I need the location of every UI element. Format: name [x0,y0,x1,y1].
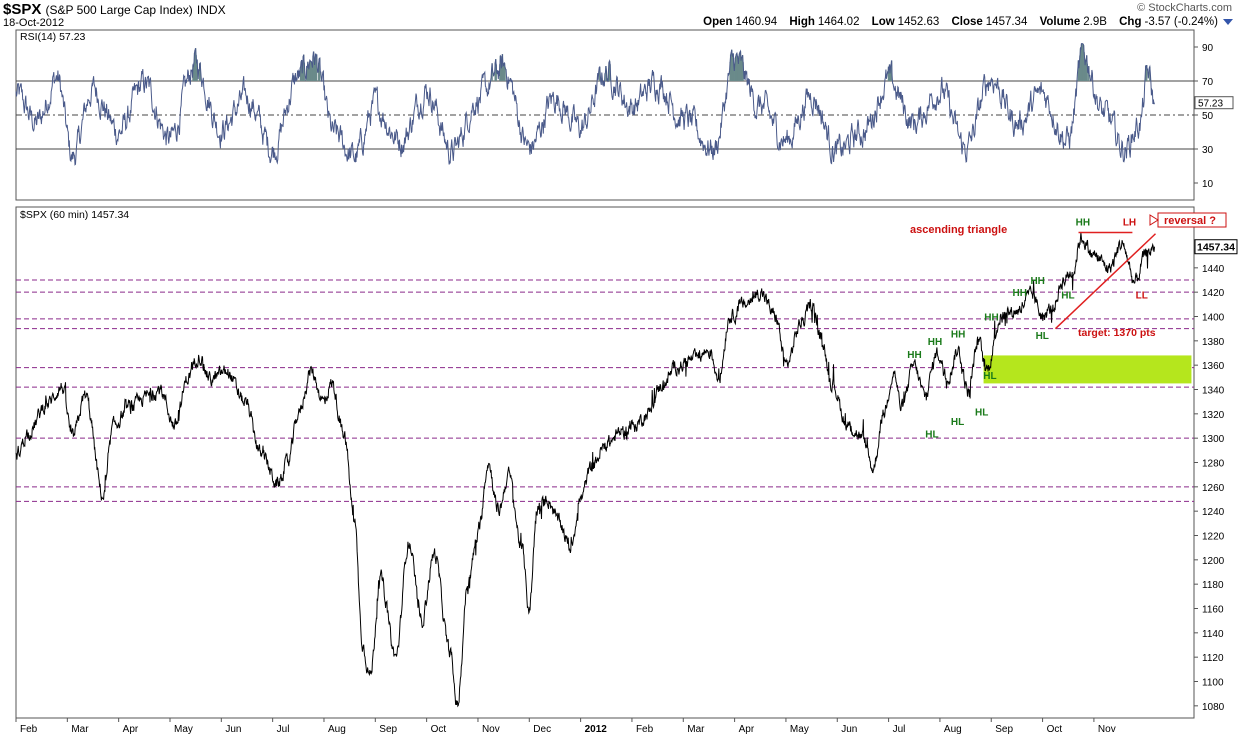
rsi-tick-label: 70 [1202,77,1214,88]
volume-value: 2.9B [1083,16,1107,28]
price-tick-label: 1320 [1202,410,1225,421]
reversal-arrow [1149,214,1159,226]
x-tick-label: Sep [995,724,1013,735]
rsi-line [15,43,1155,166]
price-tick-label: 1140 [1202,629,1224,640]
swing-label-hh: HH [1030,276,1044,287]
swing-label-hl: HL [951,417,964,428]
swing-label-hh: HH [1012,288,1026,299]
price-tick-label: 1180 [1202,580,1224,591]
rsi-tick-label: 30 [1202,145,1214,156]
price-tick-label: 1080 [1202,702,1225,713]
price-tick-label: 1200 [1202,556,1225,567]
target-label: target: 1370 pts [1078,327,1156,339]
low-value: 1452.63 [897,16,940,28]
price-tick-label: 1340 [1202,386,1225,397]
rsi-title: RSI(14) 57.23 [20,31,86,43]
x-tick-label: Aug [328,724,346,735]
exchange: INDX [196,3,226,17]
close-label: Close [951,16,983,28]
swing-label-hh: HH [951,330,965,341]
price-last-value: 1457.34 [1197,242,1235,254]
x-tick-label: Jun [841,724,857,735]
rsi-last-value-box [1194,96,1234,110]
quote-bar: Open 1460.94 High 1464.02 Low 1452.63 Close… [703,16,1218,28]
reversal-label: reversal ? [1164,215,1216,227]
price-tick-label: 1300 [1202,434,1225,445]
price-title: $SPX (60 min) 1457.34 [20,209,129,221]
swing-label-hl: HL [1061,291,1074,302]
x-tick-label: Aug [944,724,962,735]
symbol-title: $SPX (S&P 500 Large Cap Index) INDX [3,1,226,18]
x-tick-label: Nov [1098,724,1116,735]
ascending-triangle-label: ascending triangle [910,224,1007,236]
x-tick-label: 2012 [585,724,608,735]
price-tick-label: 1120 [1202,653,1224,664]
price-tick-label: 1160 [1202,605,1224,616]
high-value: 1464.02 [817,16,860,28]
price-tick-label: 1240 [1202,507,1225,518]
price-tick-label: 1380 [1202,337,1225,348]
swing-label-hh: HH [907,350,921,361]
x-tick-label: May [790,724,809,735]
x-tick-label: Oct [1047,724,1063,735]
price-tick-label: 1280 [1202,459,1225,470]
open-label: Open [703,16,733,28]
low-label: Low [871,16,895,28]
x-tick-label: Jul [277,724,290,735]
x-tick-label: Mar [687,724,705,735]
rsi-tick-label: 90 [1202,43,1214,54]
swing-label-hl: HL [975,407,988,418]
triangle-support-line [1054,233,1157,330]
rsi-last-value: 57.23 [1198,99,1223,110]
price-panel [15,206,1195,719]
swing-label-lh: LH [1123,218,1136,229]
rsi-tick-label: 10 [1202,179,1214,190]
chg-value: -3.57 (-0.24%) [1144,16,1218,28]
swing-label-ll: LL [1136,291,1148,302]
price-last-value-box [1194,239,1238,255]
price-tick-label: 1400 [1202,313,1225,324]
symbol-description: (S&P 500 Large Cap Index) [45,3,193,17]
x-tick-label: Jul [893,724,906,735]
x-tick-label: Nov [482,724,500,735]
rsi-tick-label: 50 [1202,111,1214,122]
open-value: 1460.94 [735,16,778,28]
x-tick-label: Sep [379,724,397,735]
volume-label: Volume [1039,16,1081,28]
swing-label-hh: HH [1076,218,1090,229]
x-tick-label: Jun [225,724,241,735]
x-tick-label: Feb [636,724,654,735]
x-tick-label: May [174,724,193,735]
chg-label: Chg [1119,16,1142,28]
x-tick-label: Apr [739,724,755,735]
x-tick-label: Apr [123,724,139,735]
high-label: High [789,16,815,28]
chart-date: 18-Oct-2012 [3,17,65,29]
swing-label-hl: HL [925,429,938,440]
price-tick-label: 1420 [1202,288,1225,299]
brand-watermark: © StockCharts.com [1137,2,1232,14]
price-tick-label: 1260 [1202,483,1225,494]
x-tick-label: Mar [71,724,89,735]
x-tick-label: Oct [431,724,447,735]
x-tick-label: Dec [533,724,551,735]
price-tick-label: 1440 [1202,264,1225,275]
symbol: $SPX [3,1,42,18]
price-line [15,232,1155,708]
price-tick-label: 1360 [1202,361,1225,372]
close-value: 1457.34 [985,16,1028,28]
x-tick-label: Feb [20,724,38,735]
swing-label-hl: HL [1036,331,1049,342]
price-tick-label: 1220 [1202,532,1225,543]
price-tick-label: 1100 [1202,678,1224,689]
swing-label-hh: HH [984,313,998,324]
swing-label-hh: HH [928,337,942,348]
target-zone [983,355,1192,384]
chevron-down-icon[interactable] [1223,19,1233,25]
swing-label-hl: HL [983,371,996,382]
